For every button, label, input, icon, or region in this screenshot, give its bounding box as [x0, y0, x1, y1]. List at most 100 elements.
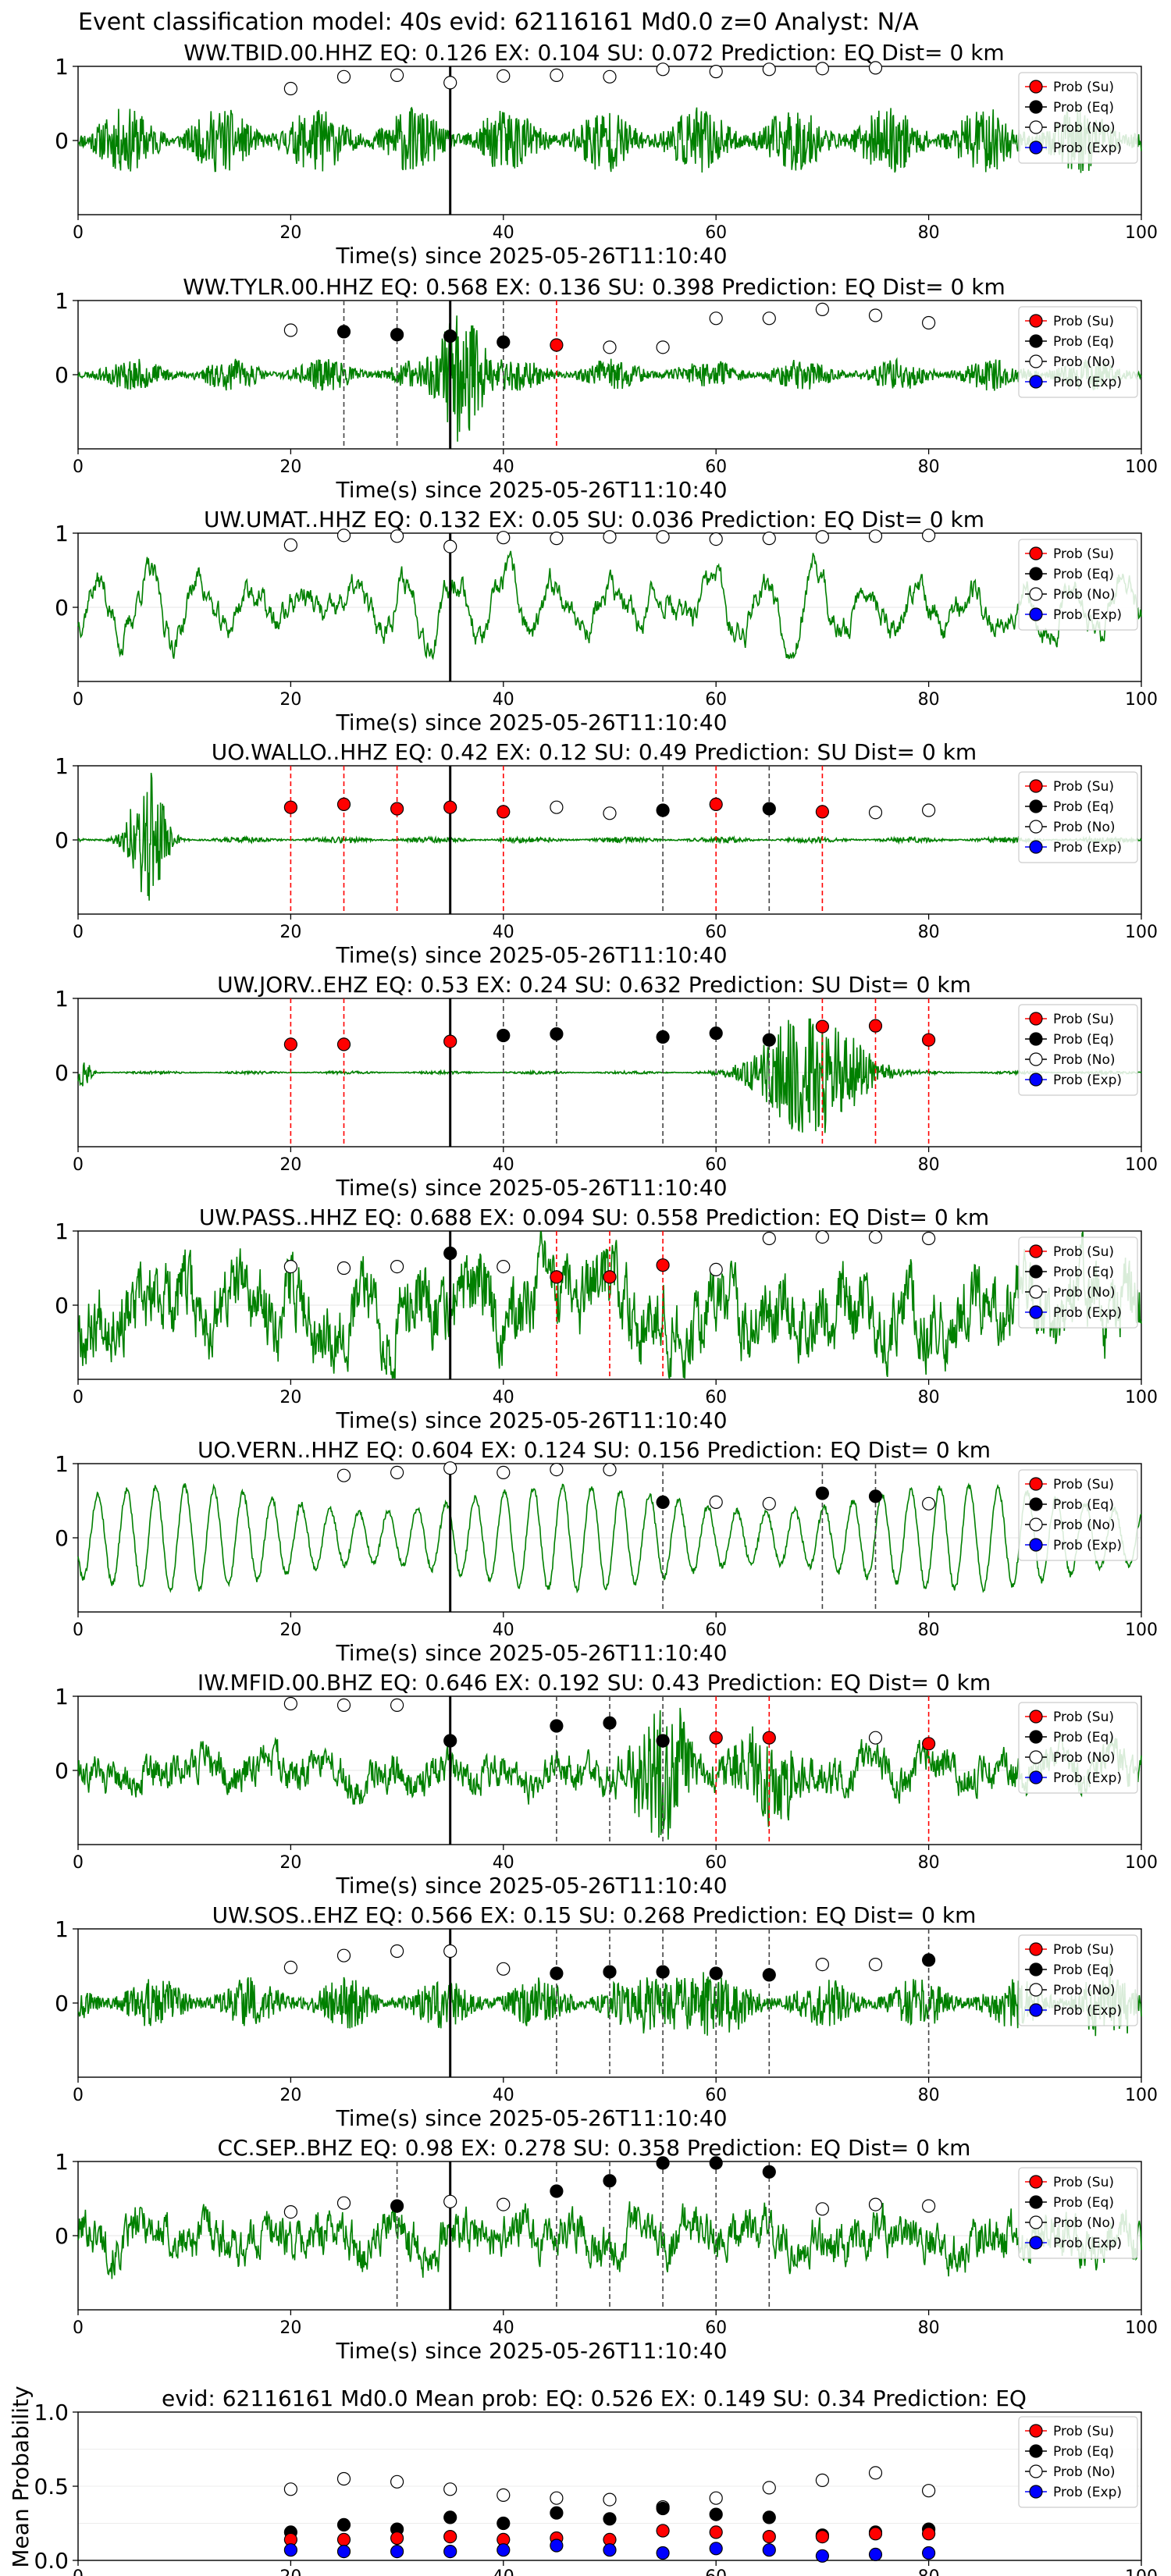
prob-marker: [762, 532, 776, 546]
legend-marker: [1029, 1710, 1043, 1724]
y-tick-label: 1: [55, 1684, 69, 1710]
x-tick-label: 20: [279, 1155, 301, 1175]
prob-marker: [709, 1026, 723, 1041]
prob-marker: [762, 1496, 776, 1510]
legend-marker: [1029, 100, 1043, 114]
y-tick-label: 1: [55, 753, 69, 779]
prob-marker: [336, 528, 351, 543]
legend-label: Prob (Su): [1053, 1244, 1114, 1260]
prob-marker: [603, 69, 617, 84]
waveform-panel: UW.UMAT..HHZ EQ: 0.132 EX: 0.05 SU: 0.03…: [55, 507, 1158, 735]
waveform-trace: [77, 772, 1142, 901]
legend-label: Prob (Exp): [1053, 2236, 1122, 2251]
legend-box: [1018, 539, 1138, 631]
legend-label: Prob (Su): [1053, 314, 1114, 329]
prob-marker: [550, 532, 564, 546]
legend-box: [1018, 1702, 1138, 1794]
y-tick-label: 1: [55, 986, 69, 1012]
legend-marker: [1029, 334, 1043, 348]
prob-marker: [868, 529, 883, 543]
legend-label: Prob (Eq): [1053, 1497, 1114, 1513]
x-tick-label: 100: [1125, 1388, 1158, 1407]
x-tick-label: 40: [493, 1155, 514, 1175]
x-tick-label: 100: [1125, 2567, 1158, 2576]
prob-marker: [603, 1965, 617, 1979]
mean-prob-marker: [868, 2466, 883, 2480]
prob-marker: [921, 1496, 936, 1510]
x-tick-label: 0: [73, 690, 84, 710]
y-tick-label: 1: [55, 54, 69, 80]
y-tick-label: 0: [55, 595, 69, 621]
x-tick-label: 60: [705, 1853, 727, 1873]
prob-marker: [336, 797, 351, 812]
legend-marker: [1029, 2215, 1043, 2229]
x-tick-label: 0: [73, 1621, 84, 1640]
y-tick-label: 0: [55, 827, 69, 853]
waveform-trace: [77, 1707, 1142, 1840]
prob-marker: [497, 531, 511, 545]
mean-prob-marker: [921, 2484, 936, 2498]
legend-marker: [1029, 2175, 1043, 2189]
x-tick-label: 40: [493, 1853, 514, 1873]
figure-title: Event classification model: 40s evid: 62…: [78, 9, 919, 36]
legend-box: [1018, 1004, 1138, 1096]
y-tick-label: 0: [55, 128, 69, 154]
waveform-trace: [77, 550, 1142, 660]
prob-marker: [868, 2197, 883, 2211]
x-tick-label: 60: [705, 2318, 727, 2338]
mean-prob-marker: [550, 2539, 564, 2553]
mean-prob-marker: [709, 2491, 723, 2505]
prob-marker: [603, 1716, 617, 1730]
prob-marker: [336, 325, 351, 339]
legend-label: Prob (No): [1053, 820, 1116, 835]
x-tick-label: 80: [918, 223, 940, 243]
prob-marker: [709, 1495, 723, 1510]
mean-prob-marker: [390, 2475, 404, 2489]
prob-marker: [762, 311, 776, 326]
mean-prob-marker: [443, 2545, 457, 2559]
mean-prob-marker: [603, 2512, 617, 2526]
legend-label: Prob (Exp): [1053, 141, 1122, 156]
panel-title: UO.WALLO..HHZ EQ: 0.42 EX: 0.12 SU: 0.49…: [212, 739, 977, 765]
x-axis-label: Time(s) since 2025-05-26T11:10:40: [335, 477, 727, 503]
waveform-panel: UW.PASS..HHZ EQ: 0.688 EX: 0.094 SU: 0.5…: [55, 1204, 1158, 1433]
x-tick-label: 0: [73, 1853, 84, 1873]
prob-marker: [921, 1953, 936, 1967]
x-axis-label: Time(s) since 2025-05-26T11:10:40: [335, 1407, 727, 1433]
legend-label: Prob (No): [1053, 2215, 1116, 2231]
prob-marker: [497, 1259, 511, 1274]
mean-prob-marker: [656, 2524, 670, 2538]
prob-marker: [656, 1965, 670, 1979]
x-tick-label: 80: [918, 1853, 940, 1873]
x-tick-label: 0: [73, 1155, 84, 1175]
x-tick-label: 20: [279, 1621, 301, 1640]
waveform-panel: WW.TBID.00.HHZ EQ: 0.126 EX: 0.104 SU: 0…: [55, 40, 1158, 269]
prob-marker: [336, 1698, 351, 1712]
prob-marker: [550, 1719, 564, 1733]
y-tick-label: 0: [55, 1525, 69, 1551]
prob-marker: [443, 1944, 457, 1959]
prob-marker: [921, 1231, 936, 1246]
y-tick-label: 1: [55, 288, 69, 314]
prob-marker: [283, 81, 297, 96]
prob-marker: [921, 1033, 936, 1047]
x-tick-label: 40: [493, 923, 514, 942]
legend-label: Prob (No): [1053, 1517, 1116, 1533]
legend-label: Prob (Exp): [1053, 1073, 1122, 1088]
y-tick-label: 1: [55, 521, 69, 546]
legend-marker: [1029, 2003, 1043, 2017]
prob-marker: [762, 1968, 776, 1982]
y-tick-label: 0.5: [34, 2474, 69, 2500]
legend-marker: [1029, 354, 1043, 368]
mean-prob-marker: [550, 2506, 564, 2520]
panel-title: evid: 62116161 Md0.0 Mean prob: EQ: 0.52…: [162, 2386, 1027, 2411]
legend-marker: [1029, 1052, 1043, 1066]
prob-marker: [762, 1731, 776, 1745]
mean-prob-marker: [762, 2530, 776, 2544]
legend-marker: [1029, 1244, 1043, 1258]
waveform-panel: IW.MFID.00.BHZ EQ: 0.646 EX: 0.192 SU: 0…: [55, 1670, 1158, 1898]
prob-marker: [709, 1966, 723, 1980]
x-tick-label: 80: [918, 1155, 940, 1175]
legend-marker: [1029, 1032, 1043, 1046]
y-tick-label: 1: [55, 2149, 69, 2175]
